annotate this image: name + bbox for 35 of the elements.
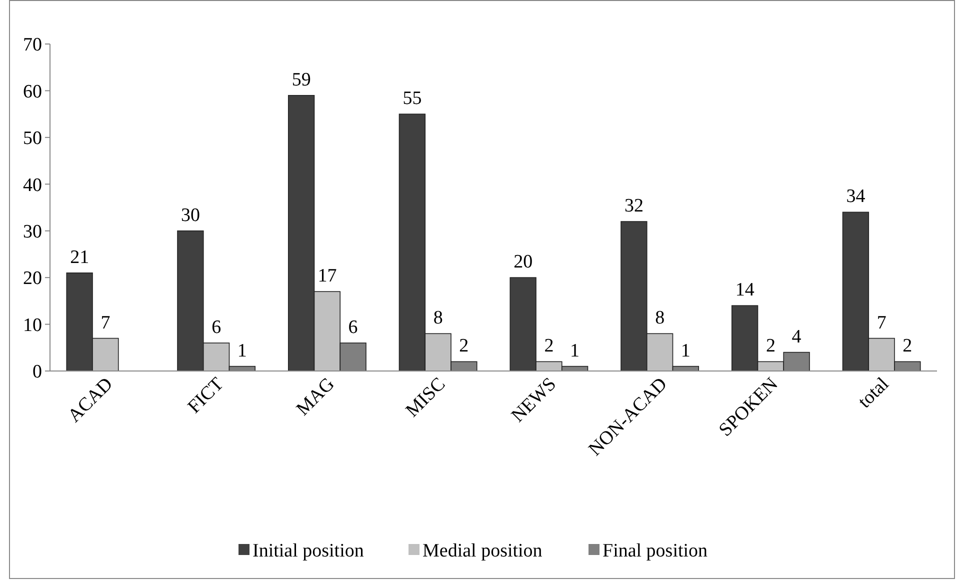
- data-label: 8: [655, 308, 665, 329]
- legend-label: Final position: [602, 540, 708, 562]
- legend-label: Initial position: [252, 540, 364, 562]
- data-label: 34: [846, 186, 866, 208]
- data-label: 6: [348, 316, 358, 338]
- y-tick-label: 20: [23, 268, 42, 290]
- legend-label: Medial position: [422, 540, 543, 562]
- y-tick-label: 30: [23, 222, 42, 243]
- data-label: 32: [624, 196, 644, 217]
- data-label: 21: [70, 246, 90, 268]
- data-label: 20: [514, 252, 533, 273]
- y-tick-label: 40: [23, 174, 42, 196]
- data-label: 7: [100, 312, 110, 334]
- data-label: 59: [292, 69, 311, 90]
- data-label: 2: [766, 336, 776, 357]
- data-label: 1: [237, 340, 247, 362]
- data-label: 2: [544, 336, 554, 357]
- y-tick-label: 60: [23, 81, 42, 102]
- data-label: 17: [318, 266, 337, 287]
- data-label: 14: [735, 280, 755, 301]
- y-tick-label: 0: [32, 362, 42, 383]
- y-tick-label: 70: [23, 34, 42, 56]
- data-label: 2: [902, 336, 912, 357]
- data-label: 55: [402, 88, 422, 110]
- x-tick-label: total: [854, 374, 894, 412]
- data-label: 1: [570, 340, 580, 362]
- data-label: 2: [459, 336, 469, 357]
- data-label: 7: [876, 312, 886, 334]
- data-label: 1: [680, 340, 690, 362]
- data-label: 6: [212, 316, 222, 338]
- data-label: 30: [180, 204, 200, 226]
- y-tick-label: 50: [23, 128, 42, 150]
- data-label: 8: [433, 308, 443, 329]
- y-tick-label: 10: [23, 314, 42, 336]
- data-label: 4: [792, 326, 802, 348]
